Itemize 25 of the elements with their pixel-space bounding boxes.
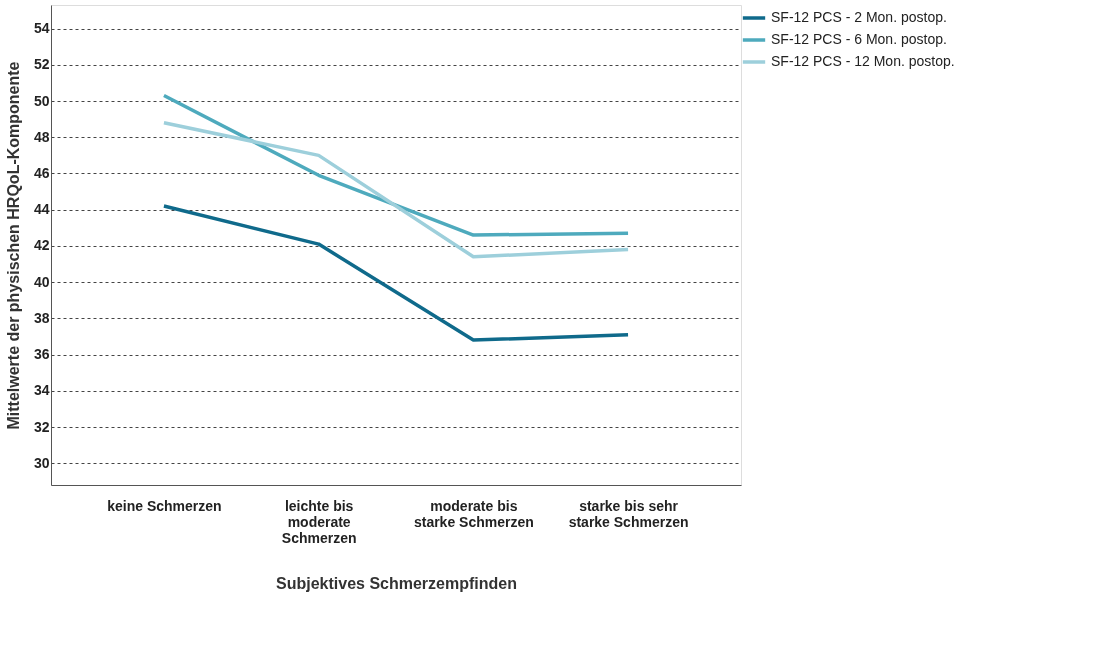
y-axis-title: Mittelwerte der physischen HRQoL-Komponente [4,61,22,430]
y-tick-label: 50 [33,92,50,109]
legend-label: SF-12 PCS - 12 Mon. postop. [771,53,955,69]
y-tick-label: 36 [33,346,50,363]
line-series [162,93,630,237]
y-tick-label: 54 [33,20,50,37]
y-tick-label: 48 [33,128,50,145]
x-tick-label: keine Schmerzen [107,497,222,514]
legend-label: SF-12 PCS - 6 Mon. postop. [771,31,947,47]
x-tick-label: leichte bis moderate Schmerzen [281,497,357,546]
y-tick-label: 46 [33,164,50,181]
x-axis-title: Subjektives Schmerzempfinden [276,574,517,592]
y-tick-label: 38 [33,309,50,326]
y-tick-label: 30 [33,454,50,471]
y-tick-label: 32 [33,418,50,435]
line-series [162,120,630,259]
y-tick-label: 40 [33,273,50,290]
y-tick-label: 44 [33,201,50,218]
legend-label: SF-12 PCS - 2 Mon. postop. [771,9,947,25]
x-tick-label: moderate bis starke Schmerzen [413,497,534,530]
line-series [162,204,630,342]
y-tick-label: 34 [33,382,50,399]
x-tick-label: starke bis sehr starke Schmerzen [568,497,689,530]
y-tick-label: 52 [33,56,50,73]
y-tick-label: 42 [33,237,50,254]
